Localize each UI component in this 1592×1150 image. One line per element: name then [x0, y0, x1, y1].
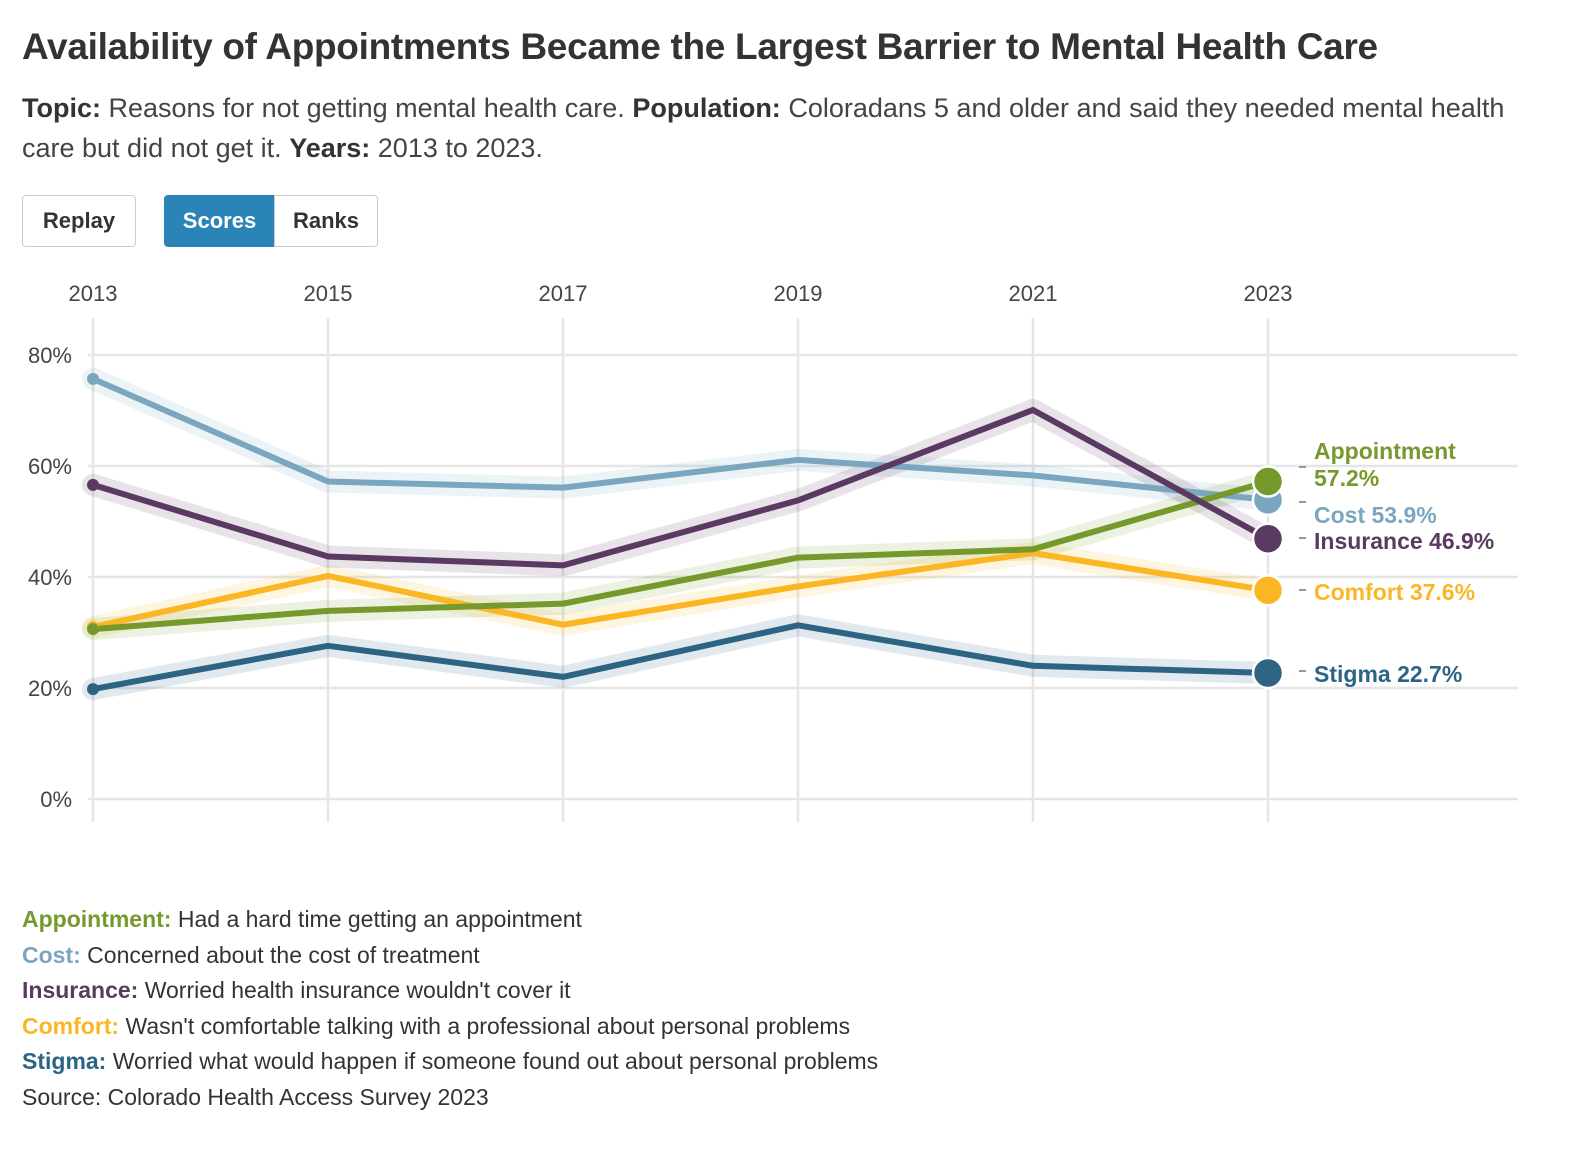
- definition-appointment: Appointment: Had a hard time getting an …: [22, 902, 878, 938]
- end-label-stigma: Stigma 22.7%: [1314, 661, 1462, 687]
- scores-toggle-button[interactable]: Scores: [164, 195, 275, 247]
- chart-subtitle: Topic: Reasons for not getting mental he…: [22, 88, 1562, 168]
- line-chart: 2013 2015 2017 2019 2021 2023 0%20%40%60%80% …: [28, 281, 1518, 822]
- definition-cost: Cost: Concerned about the cost of treatm…: [22, 938, 878, 974]
- x-tick-label: 2013: [69, 281, 118, 306]
- end-point-insurance: [1251, 522, 1285, 555]
- population-label: Population:: [632, 93, 781, 123]
- definition-insurance: Insurance: Worried health insurance woul…: [22, 973, 878, 1009]
- series-line-cost: [90, 375, 1271, 503]
- y-tick-label: 60%: [28, 454, 72, 479]
- definition-text: Worried health insurance wouldn't cover …: [144, 977, 571, 1003]
- x-axis: 2013 2015 2017 2019 2021 2023: [69, 281, 1293, 306]
- definition-label: Cost:: [22, 941, 81, 968]
- definition-label: Comfort:: [22, 1012, 120, 1039]
- y-tick-label: 40%: [28, 565, 72, 590]
- definition-stigma: Stigma: Worried what would happen if som…: [22, 1044, 878, 1080]
- definition-text: Wasn't comfortable talking with a profes…: [125, 1012, 851, 1039]
- source-note: Source: Colorado Health Access Survey 20…: [22, 1083, 489, 1110]
- start-point-cost: [87, 372, 99, 385]
- replay-button[interactable]: Replay: [22, 195, 136, 247]
- chart-grid: [88, 318, 1518, 822]
- definition-text: Concerned about the cost of treatment: [87, 941, 480, 968]
- x-tick-label: 2021: [1009, 281, 1058, 306]
- topic-label: Topic:: [22, 93, 101, 123]
- y-axis: 0% 20% 40% 60% 80%: [28, 343, 72, 812]
- x-tick-label: 2015: [304, 281, 353, 306]
- end-label-appointment-name: Appointment: [1314, 438, 1456, 464]
- definition-text: Worried what would happen if someone fou…: [112, 1048, 879, 1074]
- end-point-stigma: [1251, 656, 1285, 690]
- ranks-toggle-button[interactable]: Ranks: [274, 195, 378, 247]
- series-lines: [90, 375, 1271, 693]
- definition-text: Had a hard time getting an appointment: [177, 906, 582, 932]
- population-text: Coloradans 5 and older and said they nee…: [22, 93, 1505, 163]
- chart-title: Availability of Appointments Became the …: [22, 26, 1378, 67]
- start-point-insurance: [87, 478, 99, 491]
- end-point-comfort: [1251, 574, 1285, 607]
- x-tick-label: 2019: [774, 281, 823, 306]
- chart-footer: Appointment: Had a hard time getting an …: [22, 902, 878, 1115]
- end-label-cost: Cost 53.9%: [1314, 502, 1437, 528]
- series-line-comfort: [90, 550, 1271, 630]
- definition-comfort: Comfort: Wasn't comfortable talking with…: [22, 1009, 878, 1045]
- end-label-comfort: Comfort 37.6%: [1314, 579, 1475, 605]
- x-tick-label: 2023: [1244, 281, 1293, 306]
- topic-text: Reasons for not getting mental health ca…: [108, 93, 625, 123]
- end-point-appointment: [1251, 465, 1285, 498]
- definition-label: Stigma:: [22, 1048, 107, 1074]
- series-line-appointment: [90, 478, 1271, 633]
- x-tick-label: 2017: [539, 281, 588, 306]
- y-tick-label: 0%: [40, 787, 72, 812]
- series-markers: [87, 372, 1285, 696]
- years-text: 2013 to 2023.: [377, 133, 543, 163]
- definition-label: Appointment:: [22, 906, 172, 932]
- end-label-appointment-value: 57.2%: [1314, 465, 1379, 491]
- end-label-insurance: Insurance 46.9%: [1314, 528, 1494, 554]
- y-tick-label: 20%: [28, 676, 72, 701]
- start-point-appointment: [87, 623, 99, 636]
- years-label: Years:: [289, 133, 371, 163]
- y-tick-label: 80%: [28, 343, 72, 368]
- series-line-insurance: [90, 406, 1271, 569]
- start-point-stigma: [87, 683, 99, 696]
- definition-label: Insurance:: [22, 977, 139, 1003]
- series-line-stigma: [90, 622, 1271, 693]
